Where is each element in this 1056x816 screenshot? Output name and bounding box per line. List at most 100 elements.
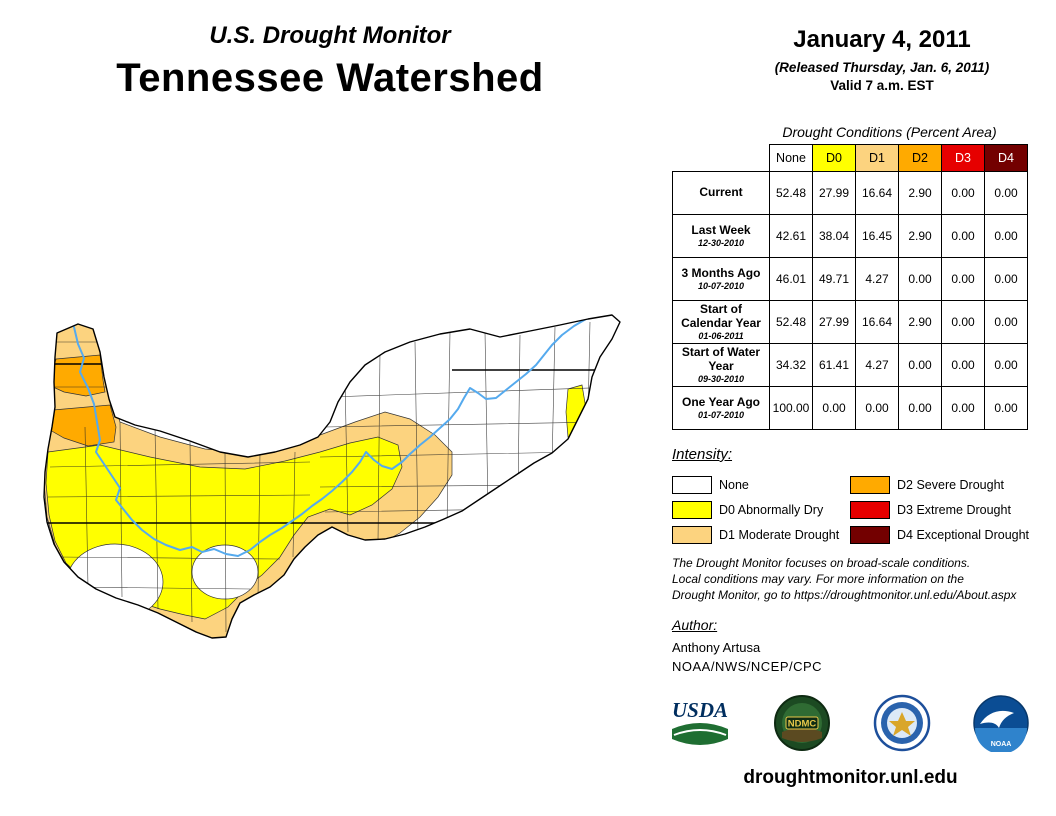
value-cell: 100.00 (769, 386, 813, 430)
table-row-current: Current 52.48 27.99 16.64 2.90 0.00 0.00 (672, 171, 1028, 215)
disclaimer-line: Drought Monitor, go to https://droughtmo… (672, 587, 1017, 602)
value-cell: 0.00 (984, 343, 1028, 387)
usda-swoosh (673, 729, 727, 736)
legend-item-d2: D2 Severe Drought (850, 475, 1044, 494)
col-header-d0: D0 (812, 144, 856, 172)
value-cell: 0.00 (898, 386, 942, 430)
value-cell: 0.00 (898, 257, 942, 301)
value-cell: 0.00 (941, 257, 985, 301)
table-row-last-week: Last Week 12-30-2010 42.61 38.04 16.45 2.… (672, 214, 1028, 258)
watershed-boundary (43, 314, 621, 639)
value-cell: 2.90 (898, 171, 942, 215)
row-label-text: Start of Calendar Year (681, 302, 761, 331)
value-cell: 38.04 (812, 214, 856, 258)
value-cell: 0.00 (984, 300, 1028, 344)
value-cell: 27.99 (812, 300, 856, 344)
value-cell: 0.00 (898, 343, 942, 387)
legend-grid: None D2 Severe Drought D0 Abnormally Dry… (672, 472, 1044, 547)
noaa-logo: NOAA (973, 695, 1029, 752)
valid-time: Valid 7 a.m. EST (830, 78, 934, 93)
disclaimer: The Drought Monitor focuses on broad-sca… (672, 556, 1042, 604)
value-cell: 61.41 (812, 343, 856, 387)
value-cell: 49.71 (812, 257, 856, 301)
seal-eagle-emblem (888, 712, 915, 736)
legend-swatch-d1 (672, 525, 712, 544)
author-block: Author: Anthony Artusa NOAA/NWS/NCEP/CPC (672, 617, 822, 674)
release-date: (Released Thursday, Jan. 6, 2011) (774, 60, 990, 75)
noaa-logo-text: NOAA (991, 741, 1012, 748)
value-cell: 4.27 (855, 257, 899, 301)
row-sublabel: 09-30-2010 (697, 374, 745, 385)
value-cell: 42.61 (769, 214, 813, 258)
legend-item-d1: D1 Moderate Drought (672, 525, 850, 544)
col-header-d1: D1 (855, 144, 899, 172)
value-cell: 16.45 (855, 214, 899, 258)
value-cell: 0.00 (984, 171, 1028, 215)
row-label: Last Week 12-30-2010 (672, 214, 770, 258)
legend-swatch-d4 (850, 525, 890, 544)
usda-logo: USDA (672, 698, 728, 745)
value-cell: 0.00 (941, 171, 985, 215)
legend-label: D2 Severe Drought (897, 477, 1005, 492)
legend-swatch-d2 (850, 475, 890, 494)
report-title: U.S. Drought Monitor (209, 22, 451, 49)
usda-logo-text: USDA (672, 698, 728, 722)
region-title: Tennessee Watershed (116, 56, 544, 100)
legend-label: D4 Exceptional Drought (897, 527, 1030, 542)
logo-row: USDA NDMC NOAA (668, 694, 1030, 752)
col-header-d3: D3 (941, 144, 985, 172)
table-row-3-months-ago: 3 Months Ago 10-07-2010 46.01 49.71 4.27 … (672, 257, 1028, 301)
value-cell: 0.00 (941, 300, 985, 344)
value-cell: 0.00 (984, 257, 1028, 301)
map-date: January 4, 2011 (793, 26, 971, 53)
col-header-d2: D2 (898, 144, 942, 172)
ndmc-earth-shape (782, 728, 823, 742)
ndmc-logo: NDMC (774, 695, 831, 751)
row-label-text: Start of Water Year (681, 345, 761, 374)
value-cell: 0.00 (812, 386, 856, 430)
row-label-text: 3 Months Ago (681, 266, 761, 281)
conditions-table: None D0 D1 D2 D3 D4 Current 52.48 27.99 … (672, 144, 1028, 430)
legend-item-d0: D0 Abnormally Dry (672, 500, 850, 519)
noaa-ocean-shape (974, 728, 1027, 752)
row-label-text: One Year Ago (681, 395, 761, 410)
col-header-d4: D4 (984, 144, 1028, 172)
row-label: Start of Water Year 09-30-2010 (672, 343, 770, 387)
drought-map (43, 314, 621, 639)
row-label-text: Last Week (691, 223, 751, 238)
table-header-row: None D0 D1 D2 D3 D4 (672, 144, 1028, 172)
author-name: Anthony Artusa (672, 640, 761, 655)
legend-item-none: None (672, 475, 850, 494)
value-cell: 52.48 (769, 171, 813, 215)
row-sublabel: 12-30-2010 (697, 238, 745, 249)
disclaimer-line: The Drought Monitor focuses on broad-sca… (672, 556, 971, 570)
noaa-seagull-shape (979, 710, 1014, 728)
value-cell: 16.64 (855, 171, 899, 215)
value-cell: 2.90 (898, 300, 942, 344)
usda-field-shape (672, 723, 728, 745)
ndmc-logo-text: NDMC (788, 719, 817, 730)
legend-swatch-none (672, 475, 712, 494)
map-container (30, 292, 700, 644)
footer-url: droughtmonitor.unl.edu (743, 767, 958, 788)
commerce-seal-logo (873, 694, 930, 752)
value-cell: 16.64 (855, 300, 899, 344)
value-cell: 52.48 (769, 300, 813, 344)
row-label: Start of Calendar Year 01-06-2011 (672, 300, 770, 344)
tennessee-river (73, 315, 611, 557)
value-cell: 2.90 (898, 214, 942, 258)
row-label: 3 Months Ago 10-07-2010 (672, 257, 770, 301)
row-label: Current (672, 171, 770, 215)
legend-label: None (719, 477, 749, 492)
ndmc-banner (785, 716, 819, 730)
table-corner (672, 144, 770, 172)
table-row-one-year-ago: One Year Ago 01-07-2010 100.00 0.00 0.00 … (672, 386, 1028, 430)
value-cell: 0.00 (941, 343, 985, 387)
legend-swatch-d3 (850, 500, 890, 519)
value-cell: 46.01 (769, 257, 813, 301)
legend-title: Intensity: (672, 446, 733, 463)
value-cell: 34.32 (769, 343, 813, 387)
col-header-none: None (769, 144, 813, 172)
row-sublabel: 01-07-2010 (697, 410, 745, 421)
